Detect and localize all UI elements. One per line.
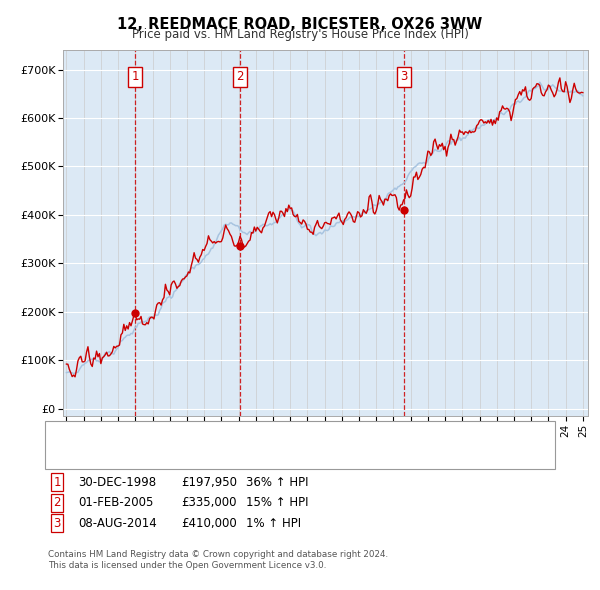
Text: 2: 2 (53, 496, 61, 509)
Text: 36% ↑ HPI: 36% ↑ HPI (246, 476, 308, 489)
Text: 01-FEB-2005: 01-FEB-2005 (78, 496, 154, 509)
Text: 1: 1 (131, 70, 139, 83)
Text: 12, REEDMACE ROAD, BICESTER, OX26 3WW: 12, REEDMACE ROAD, BICESTER, OX26 3WW (118, 17, 482, 31)
Text: 08-AUG-2014: 08-AUG-2014 (78, 517, 157, 530)
Text: 30-DEC-1998: 30-DEC-1998 (78, 476, 156, 489)
Text: Price paid vs. HM Land Registry's House Price Index (HPI): Price paid vs. HM Land Registry's House … (131, 28, 469, 41)
Text: 1: 1 (53, 476, 61, 489)
Text: HPI: Average price, detached house, Cherwell: HPI: Average price, detached house, Cher… (89, 448, 338, 458)
Text: 2: 2 (236, 70, 244, 83)
Text: £335,000: £335,000 (182, 496, 237, 509)
Text: £197,950: £197,950 (181, 476, 237, 489)
Text: 3: 3 (400, 70, 407, 83)
Text: 1% ↑ HPI: 1% ↑ HPI (246, 517, 301, 530)
Text: £410,000: £410,000 (181, 517, 237, 530)
Text: Contains HM Land Registry data © Crown copyright and database right 2024.: Contains HM Land Registry data © Crown c… (48, 550, 388, 559)
Text: 15% ↑ HPI: 15% ↑ HPI (246, 496, 308, 509)
Text: 12, REEDMACE ROAD, BICESTER, OX26 3WW (detached house): 12, REEDMACE ROAD, BICESTER, OX26 3WW (d… (89, 432, 434, 441)
Text: This data is licensed under the Open Government Licence v3.0.: This data is licensed under the Open Gov… (48, 561, 326, 570)
Text: 3: 3 (53, 517, 61, 530)
